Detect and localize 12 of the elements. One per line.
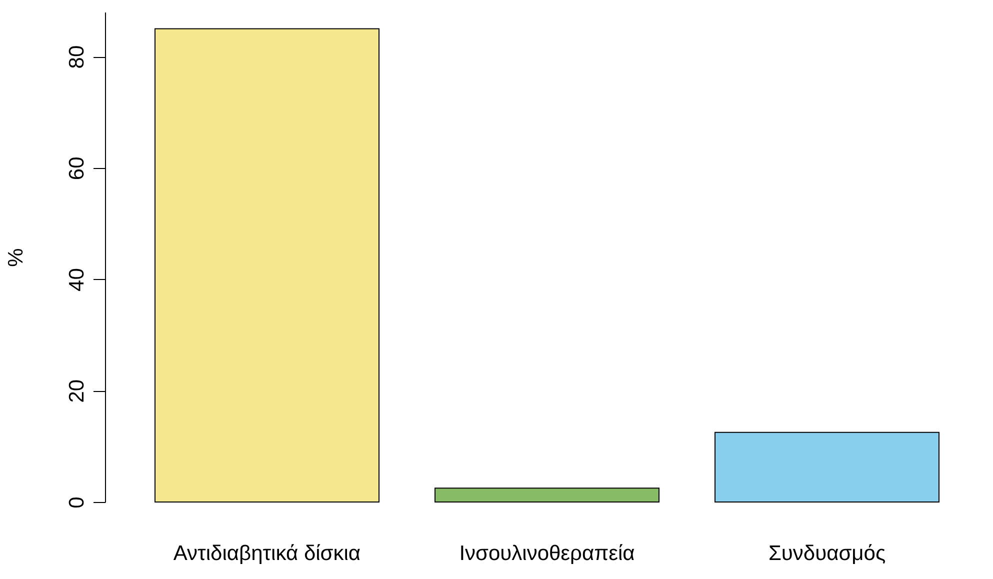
y-tick-label: 80	[66, 45, 88, 69]
bar	[714, 432, 940, 502]
y-tick-label: 20	[66, 379, 88, 403]
bar	[154, 28, 380, 502]
y-tick-label: 60	[66, 156, 88, 180]
x-tick-label: Συνδυασμός	[768, 542, 886, 565]
bar	[434, 488, 660, 502]
y-axis-title: %	[4, 248, 28, 267]
y-tick-label: 40	[66, 268, 88, 292]
x-tick-label: Ινσουλινοθεραπεία	[459, 542, 635, 565]
x-tick-label: Αντιδιαβητικά δίσκια	[173, 542, 361, 565]
y-tick-label: 0	[66, 496, 88, 508]
